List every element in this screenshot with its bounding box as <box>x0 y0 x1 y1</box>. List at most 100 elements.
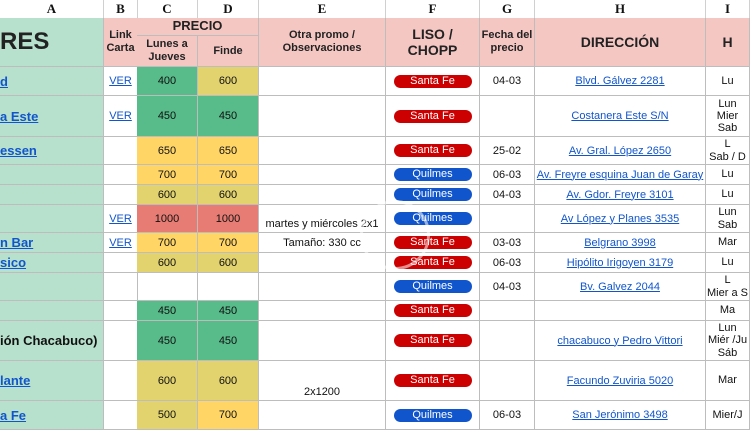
price-date: 06-03 <box>492 409 522 421</box>
hours-text: Lun Sab <box>717 206 738 231</box>
bar-name-cell[interactable]: lante <box>0 361 104 401</box>
address-link[interactable]: Bv. Galvez 2044 <box>580 280 660 293</box>
weekend-price: 600 <box>218 374 238 387</box>
menu-link-cell[interactable]: VER <box>104 205 138 233</box>
address-link[interactable]: Av. Gral. López 2650 <box>568 144 672 157</box>
menu-link-cell[interactable]: VER <box>104 67 138 96</box>
weekend-price-cell: 450 <box>198 96 259 137</box>
promo-cell <box>259 96 386 137</box>
santa-fe-badge: Santa Fe <box>393 374 472 387</box>
santa-fe-badge: Santa Fe <box>393 334 472 347</box>
hours-text: Lu <box>721 256 734 269</box>
column-header-g[interactable]: G <box>480 0 535 18</box>
menu-link[interactable]: VER <box>109 110 132 122</box>
address-link[interactable]: San Jerónimo 3498 <box>572 409 668 421</box>
address-cell[interactable]: Av. Gral. López 2650 <box>535 137 706 165</box>
bar-name-link[interactable]: a Este <box>0 108 39 124</box>
bar-name-cell[interactable]: essen <box>0 137 104 165</box>
address-cell[interactable]: chacabuco y Pedro Vittori <box>535 321 706 361</box>
bar-name-cell[interactable]: ión Chacabuco) <box>0 321 104 361</box>
weekday-price-cell: 700 <box>137 165 198 185</box>
address-cell[interactable]: Blvd. Gálvez 2281 <box>535 67 706 96</box>
bar-name-link[interactable]: n Bar <box>0 235 34 250</box>
menu-link-cell[interactable]: VER <box>104 233 138 253</box>
weekend-price: 1000 <box>215 212 241 225</box>
address-link[interactable]: Av López y Planes 3535 <box>560 212 680 225</box>
hours-cell: Lun Mier Sab <box>706 96 750 137</box>
column-header-i[interactable]: I <box>706 0 750 18</box>
address-cell[interactable]: Facundo Zuviria 5020 <box>535 361 706 401</box>
quilmes-badge: Quilmes <box>393 280 472 293</box>
address-cell[interactable]: Av López y Planes 3535 <box>535 205 706 233</box>
weekday-price: 700 <box>157 168 177 181</box>
menu-link-cell <box>104 165 138 185</box>
header-link-text: Link Carta <box>106 29 135 54</box>
promo-cell: martes y miércoles 2x1 <box>259 205 386 233</box>
address-link[interactable]: Facundo Zuviria 5020 <box>566 374 674 387</box>
hours-cell: Lu <box>706 165 750 185</box>
bar-name-link[interactable]: ión Chacabuco) <box>0 333 98 348</box>
address-link[interactable]: chacabuco y Pedro Vittori <box>557 334 683 347</box>
bar-name-link[interactable]: d <box>0 73 8 89</box>
bar-name-cell[interactable]: a Este <box>0 96 104 137</box>
weekend-price: 450 <box>218 304 238 317</box>
column-header-d[interactable]: D <box>198 0 259 18</box>
beer-type-cell: Quilmes <box>386 273 480 301</box>
weekday-price-cell: 450 <box>137 96 198 137</box>
column-header-f[interactable]: F <box>386 0 480 18</box>
weekday-price: 650 <box>157 144 177 157</box>
weekend-price: 700 <box>218 236 238 249</box>
menu-link[interactable]: VER <box>109 236 132 249</box>
menu-link[interactable]: VER <box>109 212 132 225</box>
promo-cell <box>259 253 386 273</box>
address-link[interactable]: Costanera Este S/N <box>571 110 669 122</box>
bar-name-cell[interactable]: n Bar <box>0 233 104 253</box>
hours-text: Mier/J <box>712 408 743 421</box>
address-cell[interactable]: Hipólito Irigoyen 3179 <box>535 253 706 273</box>
price-date-cell: 06-03 <box>480 165 535 185</box>
bar-name-link[interactable]: sico <box>0 255 27 270</box>
column-header-h[interactable]: H <box>535 0 706 18</box>
bar-name-cell[interactable]: d <box>0 67 104 96</box>
address-cell[interactable]: San Jerónimo 3498 <box>535 401 706 430</box>
promo-cell <box>259 321 386 361</box>
address-link[interactable]: Av. Freyre esquina Juan de Garay <box>536 168 704 181</box>
beer-type-cell: Santa Fe <box>386 321 480 361</box>
bar-name-link[interactable]: lante <box>0 373 31 388</box>
address-link[interactable]: Hipólito Irigoyen 3179 <box>566 256 674 269</box>
address-link[interactable]: Av. Gdor. Freyre 3101 <box>566 188 674 201</box>
weekday-price: 1000 <box>154 212 180 225</box>
menu-link-cell <box>104 401 138 430</box>
menu-link-cell <box>104 321 138 361</box>
santa-fe-badge: Santa Fe <box>393 144 472 157</box>
header-name: RES <box>0 18 104 67</box>
bar-name-cell <box>0 205 104 233</box>
bar-name-cell[interactable]: sico <box>0 253 104 273</box>
promo-cell <box>259 401 386 430</box>
bar-name-link[interactable]: essen <box>0 143 37 158</box>
weekday-price-cell: 700 <box>137 233 198 253</box>
weekend-price-cell <box>198 273 259 301</box>
column-header-b[interactable]: B <box>104 0 138 18</box>
address-link[interactable]: Belgrano 3998 <box>584 236 656 249</box>
address-link[interactable]: Blvd. Gálvez 2281 <box>575 75 665 87</box>
address-cell[interactable]: Bv. Galvez 2044 <box>535 273 706 301</box>
address-cell[interactable]: Av. Gdor. Freyre 3101 <box>535 185 706 205</box>
price-date-cell: 25-02 <box>480 137 535 165</box>
weekday-price: 600 <box>157 188 177 201</box>
menu-link[interactable]: VER <box>109 75 132 87</box>
bar-name-link[interactable]: a Fe <box>0 407 27 423</box>
weekday-price-cell: 500 <box>137 401 198 430</box>
menu-link-cell[interactable]: VER <box>104 96 138 137</box>
address-cell[interactable]: Av. Freyre esquina Juan de Garay <box>535 165 706 185</box>
column-header-c[interactable]: C <box>137 0 198 18</box>
address-cell[interactable]: Costanera Este S/N <box>535 96 706 137</box>
column-header-e[interactable]: E <box>259 0 386 18</box>
address-cell[interactable]: Belgrano 3998 <box>535 233 706 253</box>
header-type: LISO / CHOPP <box>386 18 480 67</box>
santa-fe-badge: Santa Fe <box>393 74 472 88</box>
header-name-text: RES <box>0 28 50 56</box>
bar-name-cell[interactable]: a Fe <box>0 401 104 430</box>
column-header-a[interactable]: A <box>0 0 104 18</box>
